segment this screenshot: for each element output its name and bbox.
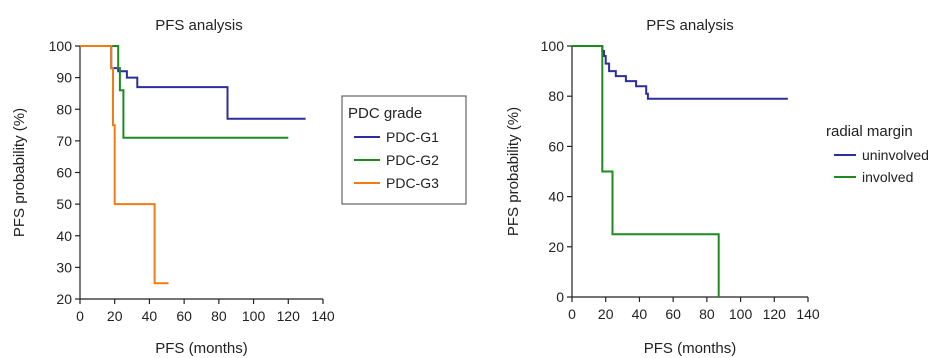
x-axis-label: PFS (months) [155,340,248,357]
y-tick-label: 100 [49,38,73,54]
y-tick-label: 30 [56,259,72,275]
x-tick-label: 80 [699,306,715,322]
x-tick-label: 60 [176,308,192,324]
x-tick-label: 100 [729,306,753,322]
y-tick-label: 40 [548,189,564,205]
series-line-uninvolved [572,45,788,100]
y-tick-label: 70 [56,133,72,149]
y-tick-label: 20 [56,291,72,307]
chart-panel-right: PFS analysis 0 20 40 60 80 100 120 140 0 20 40 60 80 1… [505,17,929,357]
y-tick-label: 60 [548,138,564,154]
legend-entry: PDC-G2 [386,152,439,168]
y-tick-label: 90 [56,70,72,86]
x-axis-label: PFS (months) [644,340,737,357]
legend-box [341,95,467,205]
x-tick-label: 80 [211,308,227,324]
y-tick-label: 80 [548,88,564,104]
legend-entry: PDC-G1 [386,129,439,145]
legend-entry: involved [862,169,913,185]
x-tick-label: 120 [277,308,301,324]
x-tick-label: 100 [242,308,266,324]
x-tick-label: 40 [632,306,648,322]
y-tick-label: 80 [56,101,72,117]
chart-title: PFS analysis [646,17,734,34]
y-tick-label: 100 [541,38,565,54]
x-tick-label: 0 [568,306,576,322]
y-tick-label: 20 [548,239,564,255]
legend-entry: uninvolved [862,147,929,163]
x-tick-label: 120 [763,306,787,322]
x-tick-label: 140 [796,306,820,322]
y-tick-label: 0 [556,289,564,305]
legend-title: radial margin [826,123,913,140]
legend-title: PDC grade [348,105,422,122]
x-tick-label: 60 [665,306,681,322]
x-tick-label: 20 [598,306,614,322]
y-tick-label: 60 [56,165,72,181]
x-tick-label: 40 [142,308,158,324]
y-axis-label: PFS probability (%) [11,108,28,237]
x-tick-label: 140 [311,308,335,324]
chart-title: PFS analysis [155,17,243,34]
x-tick-label: 20 [107,308,123,324]
x-tick-label: 0 [76,308,84,324]
legend-entry: PDC-G3 [386,175,439,191]
y-tick-label: 50 [56,196,72,212]
y-tick-label: 40 [56,228,72,244]
series-line-involved [572,45,720,297]
y-axis-label: PFS probability (%) [505,107,522,236]
series-line-pdc-g3 [80,45,169,285]
legend: radial margin uninvolved involved [826,123,929,185]
legend: PDC grade PDC-G1 PDC-G2 PDC-G3 [341,95,467,205]
series-line-pdc-g2 [80,45,289,139]
